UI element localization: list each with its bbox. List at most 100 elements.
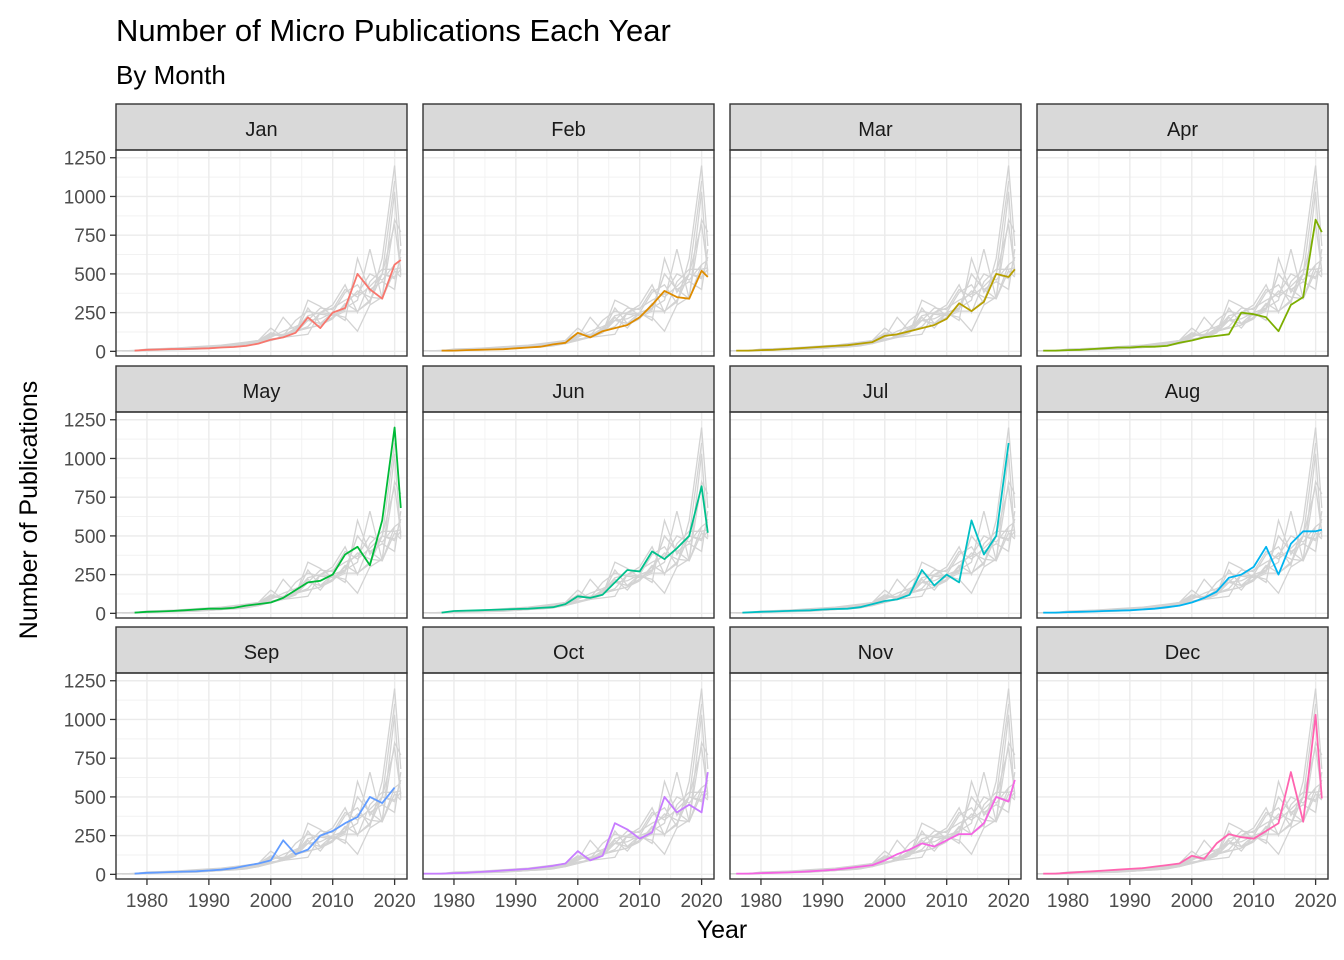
series-line-jan	[134, 259, 402, 352]
y-tick-label: 500	[74, 527, 106, 548]
panel-border	[729, 149, 1022, 357]
y-tick-label: 1000	[64, 449, 106, 470]
strip-label: Sep	[244, 642, 280, 664]
series-line-apr	[1043, 218, 1323, 352]
panel-border	[1036, 411, 1329, 619]
panel-border	[1036, 672, 1329, 880]
series-line-sep	[134, 787, 396, 875]
y-tick-label: 1000	[64, 710, 106, 731]
facet-panel-aug: Aug	[1036, 365, 1329, 619]
strip-label: Mar	[858, 119, 893, 141]
series-line-jul	[742, 442, 1010, 614]
panel-background	[1037, 673, 1328, 879]
x-tick-label: 2000	[557, 891, 599, 912]
panel-border	[115, 411, 408, 619]
x-tick-label: 2020	[1294, 891, 1336, 912]
panel-background	[730, 412, 1021, 618]
series-line-mar	[736, 268, 1016, 352]
series-line-feb	[441, 269, 709, 352]
facet-panel-feb: Feb	[422, 103, 715, 357]
x-tick-label: 1990	[1109, 891, 1151, 912]
series-line-nov	[736, 779, 1016, 875]
x-tick-label: 2000	[864, 891, 906, 912]
background-series-line	[429, 518, 709, 614]
strip-background	[115, 103, 408, 151]
panel-background	[116, 673, 407, 879]
strip-label: Dec	[1165, 642, 1201, 664]
strip-background	[729, 365, 1022, 413]
background-series-line	[1043, 779, 1323, 875]
facet-panel-jul: Jul	[729, 365, 1022, 619]
panel-border	[422, 672, 715, 880]
facet-panel-nov: Nov 1980 1990 2000 2010 2020	[729, 626, 1030, 912]
strip-label: Jul	[863, 381, 889, 403]
x-tick-label: 1990	[495, 891, 537, 912]
x-tick-label: 2000	[250, 891, 292, 912]
facet-panel-dec: Dec 1980 1990 2000 2010 2020	[1036, 626, 1337, 912]
y-tick-label: 0	[95, 604, 106, 625]
facet-panel-oct: Oct 1980 1990 2000 2010 2020	[422, 626, 723, 912]
strip-label: Jun	[552, 381, 584, 403]
x-tick-label: 1980	[126, 891, 168, 912]
x-tick-label: 1990	[802, 891, 844, 912]
x-tick-label: 2000	[1171, 891, 1213, 912]
y-axis-title: Number of Publications	[15, 381, 43, 639]
facet-grid: Jan 0 250 500 750 1000 1250 Feb Mar Apr May 0 250 500…	[64, 103, 1337, 912]
strip-background	[1036, 626, 1329, 674]
y-tick-label: 1250	[64, 149, 106, 170]
series-line-aug	[1043, 528, 1323, 614]
strip-label: Nov	[858, 642, 894, 664]
x-tick-label: 2020	[373, 891, 415, 912]
y-tick-label: 250	[74, 566, 106, 587]
chart-subtitle: By Month	[116, 60, 226, 90]
y-tick-label: 750	[74, 749, 106, 770]
x-tick-label: 2020	[987, 891, 1029, 912]
y-tick-label: 250	[74, 827, 106, 848]
strip-label: May	[243, 381, 281, 403]
strip-background	[729, 103, 1022, 151]
facet-panel-may: May 0 250 500 750 1000 1250	[64, 365, 408, 625]
x-tick-label: 2010	[1233, 891, 1275, 912]
x-tick-label: 1980	[740, 891, 782, 912]
x-tick-label: 2010	[926, 891, 968, 912]
y-tick-label: 1250	[64, 672, 106, 693]
strip-background	[422, 626, 715, 674]
facet-panel-apr: Apr	[1036, 103, 1329, 357]
y-tick-label: 0	[95, 865, 106, 886]
x-tick-label: 1990	[188, 891, 230, 912]
facet-panel-jun: Jun	[422, 365, 715, 619]
panel-background	[423, 150, 714, 356]
panel-background	[1037, 150, 1328, 356]
panel-border	[422, 149, 715, 357]
strip-background	[422, 103, 715, 151]
strip-background	[1036, 365, 1329, 413]
panel-background	[730, 150, 1021, 356]
panel-background	[730, 673, 1021, 879]
background-series-line	[1043, 453, 1323, 614]
facet-panel-sep: Sep 0 250 500 750 1000 1250 1980 1990 2000 2010 202…	[64, 626, 416, 912]
y-tick-label: 0	[95, 342, 106, 363]
panel-background	[116, 150, 407, 356]
panel-background	[1037, 412, 1328, 618]
y-tick-label: 750	[74, 488, 106, 509]
strip-label: Jan	[245, 119, 277, 141]
y-tick-label: 1250	[64, 411, 106, 432]
x-axis-title: Year	[697, 916, 748, 944]
panel-background	[116, 412, 407, 618]
series-line-jun	[441, 485, 709, 614]
strip-background	[115, 365, 408, 413]
strip-label: Apr	[1167, 119, 1198, 141]
x-tick-label: 2010	[312, 891, 354, 912]
facet-panel-mar: Mar	[729, 103, 1022, 357]
facet-panel-jan: Jan 0 250 500 750 1000 1250	[64, 103, 408, 363]
panel-border	[115, 149, 408, 357]
x-tick-label: 2010	[619, 891, 661, 912]
strip-background	[422, 365, 715, 413]
y-tick-label: 1000	[64, 187, 106, 208]
series-line-oct	[423, 771, 709, 875]
panel-border	[422, 411, 715, 619]
chart-title: Number of Micro Publications Each Year	[116, 13, 671, 48]
background-series-line	[736, 714, 1016, 875]
y-tick-label: 500	[74, 265, 106, 286]
